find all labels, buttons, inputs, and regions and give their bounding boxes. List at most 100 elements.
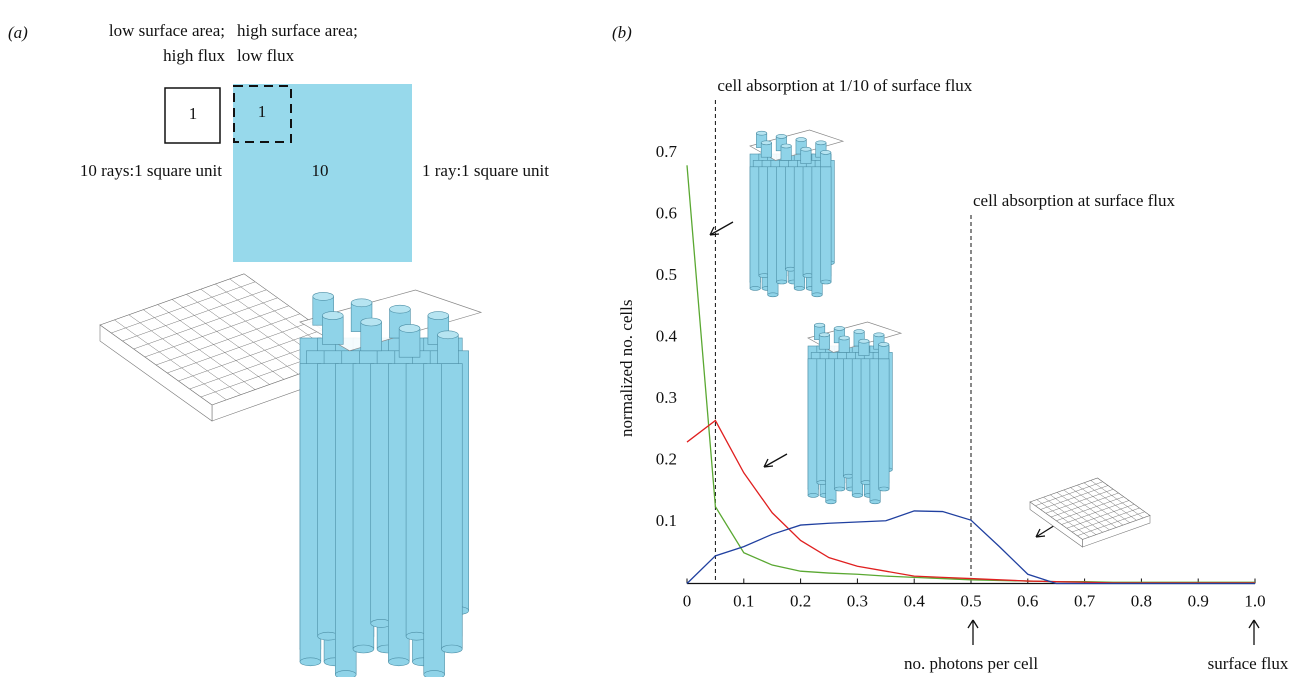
slab-grid (1090, 480, 1144, 519)
cylinder-end (833, 326, 845, 331)
cylinder-end (873, 332, 885, 338)
y-tick-label: 0.3 (656, 388, 677, 407)
cylinder-end (388, 657, 410, 667)
cylinder-end (878, 486, 890, 492)
cylinder-end (795, 137, 807, 142)
cylinder-end (853, 329, 865, 334)
cylinder (878, 358, 890, 490)
slab-grid (1071, 507, 1140, 533)
panel-label: (b) (612, 23, 632, 42)
y-axis-label: normalized no. cells (617, 300, 636, 437)
cylinder-end (360, 317, 382, 327)
slab-grid (1056, 496, 1124, 521)
cylinder (820, 166, 832, 283)
x-tick-label: 0.1 (733, 591, 754, 610)
cylinder-end (793, 286, 805, 291)
slab-grid (200, 288, 313, 370)
x-tick-label: 0 (683, 591, 692, 610)
cylinder-end (807, 493, 819, 498)
cylinder-end (869, 499, 881, 505)
x-tick-label: 0.6 (1017, 591, 1038, 610)
arrow (709, 221, 734, 236)
x-tick-label: 0.3 (847, 591, 868, 610)
cylinder-end (760, 140, 772, 146)
slab-grid (186, 294, 299, 375)
label: high surface area; (237, 21, 358, 40)
slab-grid (1070, 487, 1124, 526)
cylinder-end (858, 338, 870, 344)
line-series (686, 510, 1255, 585)
cylinder-end (834, 486, 846, 492)
cylinder-end (780, 143, 792, 149)
cylinder-end (756, 130, 768, 136)
cylinder-end (851, 493, 863, 498)
label: high flux (163, 46, 225, 65)
slab-side (99, 324, 213, 422)
cell-bundle (749, 129, 845, 298)
slab-side (1029, 501, 1083, 548)
slab-grid (1066, 504, 1135, 529)
x-tick-label: 0.2 (790, 591, 811, 610)
cylinder (437, 334, 459, 364)
x-tick-label: 0.7 (1074, 591, 1096, 610)
cylinder-end (322, 311, 344, 320)
slab-grid (178, 329, 323, 382)
cylinder-end (818, 332, 830, 338)
cylinder-end (423, 670, 445, 677)
x-tick-label: 0.4 (904, 591, 926, 610)
x-tick-label: 0.8 (1131, 591, 1152, 610)
cylinder-end (427, 311, 450, 320)
cylinder-end (389, 304, 411, 314)
cylinder-end (350, 298, 373, 308)
label: 10 (312, 161, 329, 180)
x-tick-label: 1.0 (1244, 591, 1265, 610)
label: 1 ray:1 square unit (422, 161, 549, 180)
arrows (709, 221, 1260, 645)
y-tick-label: 0.1 (656, 511, 677, 530)
cylinder-end (398, 324, 421, 333)
label: 10 rays:1 square unit (80, 161, 222, 180)
x-end-label: surface flux (1208, 654, 1289, 673)
panel-label: (a) (8, 23, 28, 42)
slab-grid (155, 313, 301, 366)
arrow (967, 619, 979, 645)
cylinder-end (775, 134, 787, 139)
cylinder-end (335, 670, 357, 677)
cylinder-end (820, 150, 832, 155)
cylinder (441, 363, 463, 650)
cell-bundle (299, 289, 483, 677)
cylinder-end (352, 644, 375, 654)
cylinder-end (749, 286, 761, 291)
y-tick-label: 0.7 (656, 142, 678, 161)
cylinder-end (767, 292, 779, 298)
cylinder-end (437, 330, 459, 340)
slab-grid (1077, 484, 1130, 523)
cylinder-end (814, 322, 826, 328)
cylinder-end (815, 140, 827, 146)
cylinder-end (776, 279, 788, 285)
slab-illustration (1029, 477, 1151, 548)
cell-bundle (807, 321, 903, 505)
arrow (1248, 619, 1260, 645)
annotation: cell absorption at 1/10 of surface flux (717, 76, 972, 95)
y-tick-label: 0.4 (656, 326, 678, 345)
slab-grid (1061, 500, 1130, 525)
cylinder-end (825, 499, 837, 505)
annotation: cell absorption at surface flux (973, 191, 1176, 210)
y-tick-label: 0.2 (656, 449, 677, 468)
x-tick-label: 0.9 (1188, 591, 1209, 610)
slab-grid (1077, 511, 1145, 536)
x-tick-label: 0.5 (960, 591, 981, 610)
cylinder-end (299, 657, 322, 667)
big-square (233, 84, 412, 262)
cylinder (398, 328, 421, 358)
label: low flux (237, 46, 295, 65)
y-tick-label: 0.5 (656, 265, 677, 284)
label: low surface area; (109, 21, 225, 40)
cylinder-end (878, 342, 890, 347)
label: 1 (258, 102, 267, 121)
y-tick-label: 0.6 (656, 203, 677, 222)
cylinder-end (838, 335, 850, 341)
cylinder-end (441, 644, 463, 654)
